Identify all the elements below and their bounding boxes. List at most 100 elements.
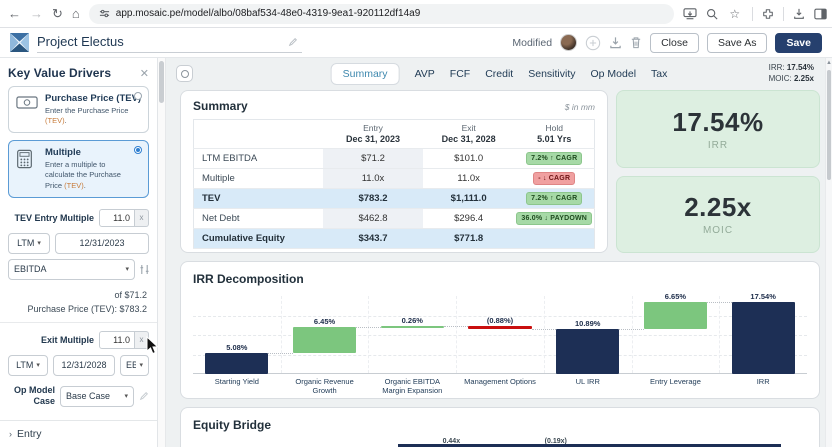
option-desc: Enter the Purchase Price (TEV). [45, 106, 129, 126]
site-info-icon[interactable] [99, 8, 110, 19]
divider [751, 6, 753, 21]
cast-save-icon[interactable] [683, 7, 697, 20]
table-row: Net Debt $462.8 $296.4 36.0% ↓ PAYDOWN [193, 208, 595, 229]
tab-fcf[interactable]: FCF [449, 67, 471, 80]
row-label: Net Debt [193, 208, 324, 229]
side-panel-icon[interactable] [814, 8, 827, 20]
back-icon[interactable]: ← [8, 6, 21, 21]
forward-icon[interactable]: → [30, 6, 43, 21]
edit-case-icon[interactable] [139, 391, 149, 401]
close-button[interactable]: Close [650, 32, 699, 53]
exit-multiple-label: Exit Multiple [40, 334, 94, 345]
section-entry[interactable]: › Entry [0, 420, 157, 447]
panel-toggle-button[interactable] [176, 65, 193, 82]
multiple-suffix: x [135, 208, 149, 227]
bar-label: (0.88%) [486, 315, 514, 325]
waterfall-bar [731, 301, 795, 374]
change-badge: 36.0% ↓ PAYDOWN [516, 212, 593, 225]
save-button[interactable]: Save [775, 32, 822, 53]
waterfall-bar [205, 353, 269, 374]
main-content: Summary AVP FCF Credit Sensitivity Op Model Ta… [166, 58, 832, 447]
equity-bridge-card: Equity Bridge 0.44x (0.19x) [180, 407, 820, 447]
reload-icon[interactable]: ↻ [52, 5, 63, 21]
option-purchase-price[interactable]: Purchase Price (TEV) Enter the Purchase … [8, 86, 149, 134]
bar-label: 10.89% [574, 319, 601, 329]
content-scrollbar[interactable]: ▲ [825, 58, 832, 447]
bookmark-star-icon[interactable]: ☆ [729, 6, 741, 21]
panel-close-icon[interactable]: ✕ [139, 67, 149, 80]
banknote-icon [16, 96, 38, 109]
tab-summary[interactable]: Summary [330, 62, 400, 85]
tab-bar: Summary AVP FCF Credit Sensitivity Op Model Ta… [330, 62, 668, 85]
option-title: Multiple [45, 147, 81, 159]
tune-icon[interactable] [140, 264, 149, 275]
extensions-icon[interactable] [762, 8, 774, 20]
entry-value: $343.7 [323, 228, 423, 249]
bar-label: 6.45% [313, 316, 336, 326]
entry-metric-select[interactable]: EBITDA ▾ [8, 258, 135, 280]
exit-value: $1,111.0 [422, 188, 515, 209]
panel-title: Key Value Drivers [8, 66, 112, 80]
exit-multiple-input[interactable]: 11.0 [99, 330, 135, 349]
mosaic-logo [10, 33, 29, 52]
equity-bridge-bar-top [397, 444, 781, 447]
sidebar-scrollbar[interactable] [158, 58, 166, 447]
tev-entry-multiple-input[interactable]: 11.0 [99, 208, 135, 227]
category-label: Starting Yield [214, 377, 259, 386]
url-text: app.mosaic.pe/model/albo/08baf534-48e0-4… [115, 8, 421, 19]
delete-icon[interactable] [630, 36, 642, 49]
row-label: TEV [193, 188, 324, 209]
scroll-up-arrow[interactable]: ▲ [826, 60, 832, 66]
table-row: TEV $783.2 $1,111.0 7.2% ↑ CAGR [193, 188, 595, 209]
waterfall-bar [468, 325, 532, 330]
model-title[interactable]: Project Electus [37, 34, 124, 49]
exit-date-input[interactable]: 12/31/2028 [53, 354, 115, 376]
exit-period-select[interactable]: LTM ▾ [8, 354, 48, 376]
irr-label: IRR [707, 139, 729, 151]
radio-multiple[interactable] [134, 146, 142, 155]
tab-tax[interactable]: Tax [651, 67, 668, 80]
calculator-icon [17, 150, 32, 169]
option-multiple[interactable]: Multiple Enter a multiple to calculate t… [8, 140, 149, 198]
row-label: Cumulative Equity [193, 228, 324, 249]
hold-cell: 7.2% ↑ CAGR [514, 188, 595, 209]
tab-credit[interactable]: Credit [485, 67, 514, 80]
zoom-icon[interactable] [706, 8, 718, 20]
summary-card: Summary $ in mm Entry Dec 31, 2023 Exit Dec… [180, 90, 608, 253]
hold-cell [514, 228, 595, 249]
radio-purchase-price[interactable] [134, 92, 142, 100]
add-collaborator-icon[interactable] [585, 35, 601, 51]
tab-avp[interactable]: AVP [414, 67, 435, 80]
bar-label: 0.26% [401, 315, 423, 325]
user-avatar[interactable] [560, 34, 578, 51]
exit-value: 11.0x [422, 168, 515, 189]
app-header: Project Electus Modified Close Save As S… [0, 28, 832, 58]
column-header: Exit Dec 31, 2028 [422, 119, 515, 149]
change-badge: - ↓ CAGR [533, 172, 576, 185]
tab-sensitivity[interactable]: Sensitivity [528, 67, 576, 80]
entry-date-input[interactable]: 12/31/2023 [55, 232, 149, 254]
exit-metric-select[interactable]: EBITDA▾ [120, 354, 149, 376]
waterfall-bar [292, 326, 357, 354]
tab-op-model[interactable]: Op Model [590, 67, 637, 80]
exit-value: $296.4 [422, 208, 515, 229]
export-download-icon[interactable] [609, 36, 622, 49]
purchase-price-note: Purchase Price (TEV): $783.2 [27, 303, 147, 314]
summary-title: Summary [193, 99, 248, 113]
home-icon[interactable]: ⌂ [71, 6, 80, 21]
save-as-button[interactable]: Save As [706, 32, 768, 53]
moic-label: MOIC [702, 225, 734, 237]
entry-period-select[interactable]: LTM ▾ [8, 232, 50, 254]
bar-label: 17.54% [750, 292, 776, 301]
moic-kpi-card: 2.25x MOIC [616, 175, 820, 253]
edit-title-icon[interactable] [288, 37, 298, 47]
change-badge: 7.2% ↑ CAGR [526, 152, 583, 165]
table-row: LTM EBITDA $71.2 $101.0 7.2% ↑ CAGR [193, 148, 595, 169]
category-label: UL IRR [575, 377, 600, 386]
irr-decomposition-card: IRR Decomposition 5.08% 6.45% 0.26% (0.88%)… [180, 261, 820, 399]
download-icon[interactable] [793, 8, 805, 20]
address-bar[interactable]: app.mosaic.pe/model/albo/08baf534-48e0-4… [88, 3, 674, 24]
entry-value: $71.2 [323, 148, 423, 169]
op-model-case-select[interactable]: Base Case ▾ [60, 385, 134, 407]
irr-kpi-card: 17.54% IRR [616, 90, 820, 168]
